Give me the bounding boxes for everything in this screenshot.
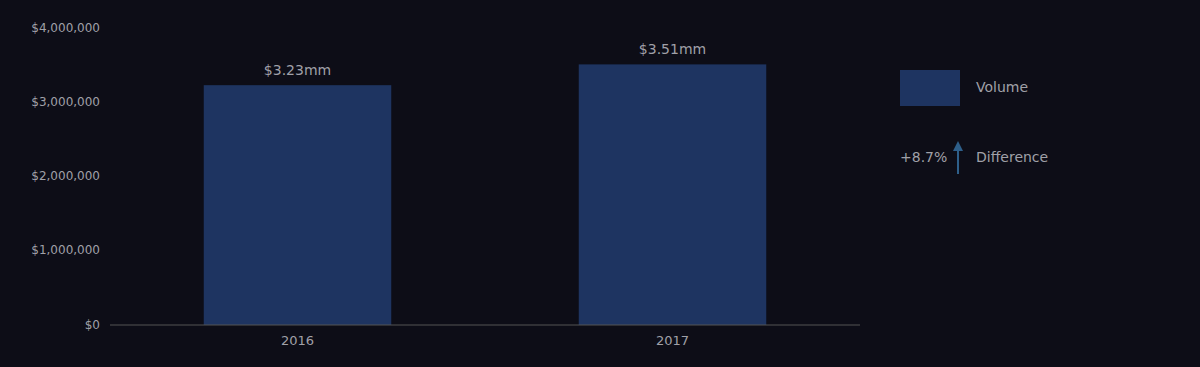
chart-container: $0 $1,000,000 $2,000,000 $3,000,000 $4,000,0… [0,0,1200,367]
legend-swatch [900,70,960,106]
x-axis-line [110,325,860,326]
chart-svg: $0 $1,000,000 $2,000,000 $3,000,000 $4,000,0… [0,0,1200,367]
legend-label: Volume [976,79,1028,95]
annotation-label: Difference [976,149,1048,165]
y-tick: $4,000,000 [31,21,100,35]
bars [204,64,767,325]
data-label: $3.23mm [264,62,331,78]
x-tick-label: 2017 [656,333,689,348]
y-tick: $0 [85,318,100,332]
y-tick-label: $2,000,000 [31,169,100,183]
bar [204,85,392,325]
y-tick: $2,000,000 [31,169,100,183]
data-labels: $3.23mm $3.51mm [264,41,706,78]
y-tick: $1,000,000 [31,243,100,257]
legend: Volume +8.7% Difference [900,70,1048,174]
background [0,0,1200,367]
bar [579,64,767,325]
annotation-text: +8.7% [900,149,947,165]
y-tick: $3,000,000 [31,95,100,109]
data-label: $3.51mm [639,41,706,57]
y-tick-label: $0 [85,318,100,332]
y-tick-label: $3,000,000 [31,95,100,109]
annotation-arrow-head [953,141,963,151]
x-tick-label: 2016 [281,333,314,348]
y-tick-label: $1,000,000 [31,243,100,257]
annotation-arrow-shaft [957,150,959,174]
annotation: +8.7% Difference [900,141,1048,174]
y-tick-label: $4,000,000 [31,21,100,35]
